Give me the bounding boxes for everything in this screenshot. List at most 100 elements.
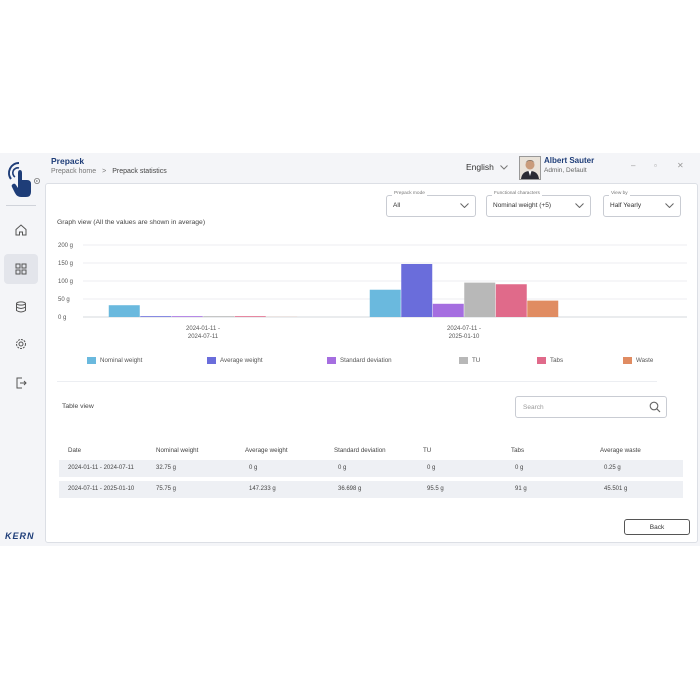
legend-label: Average weight <box>220 356 263 364</box>
search-input[interactable] <box>521 400 645 415</box>
close-icon[interactable]: ✕ <box>677 161 684 170</box>
language-selector[interactable]: English <box>466 162 508 172</box>
settings-gear-icon <box>16 339 26 349</box>
cell-tabs: 91 g <box>515 486 527 492</box>
chevron-right-icon: > <box>102 168 107 175</box>
column-header-date: Date <box>68 447 82 454</box>
legend-label: Nominal weight <box>100 356 143 364</box>
legend-label: Waste <box>636 356 654 364</box>
cell-average-weight: 0 g <box>249 465 258 471</box>
legend-label: Standard deviation <box>340 356 392 364</box>
prepack-mode-dropdown[interactable]: Prepack mode All <box>386 191 476 217</box>
chevron-down-icon <box>575 203 584 208</box>
user-role: Admin, Default <box>544 167 587 174</box>
graph-view-title: Graph view (All the values are shown in … <box>57 219 206 226</box>
cell-date: 2024-07-11 - 2025-01-10 <box>68 486 135 492</box>
functional-characters-dropdown[interactable]: Functional characters Nominal weight (+5… <box>486 191 591 217</box>
section-divider <box>57 381 657 382</box>
statistics-card: Prepack mode All Functional characters N… <box>45 183 698 543</box>
cell-date: 2024-01-11 - 2024-07-11 <box>68 465 134 471</box>
functional-characters-value: Nominal weight (+5) <box>493 202 551 209</box>
x-tick-label: 2025-01-10 <box>449 334 480 340</box>
language-value: English <box>466 162 494 172</box>
back-button[interactable]: Back <box>624 519 690 535</box>
logout-icon <box>16 377 27 389</box>
bar-tu <box>203 316 235 317</box>
table-row[interactable]: 2024-07-11 - 2025-01-10 75.75 g 147.233 … <box>59 481 683 498</box>
column-header-standard-deviation: Standard deviation <box>334 447 386 454</box>
minimize-icon[interactable]: – <box>631 161 636 170</box>
kern-logo: KERN <box>5 531 35 541</box>
bar-tabs <box>234 316 266 317</box>
cell-standard-deviation: 0 g <box>338 465 347 471</box>
legend-item-nominal-weight: Nominal weight <box>87 355 142 365</box>
breadcrumb: Prepack home > Prepack statistics <box>51 168 167 175</box>
legend-item-tu: TU <box>459 355 480 365</box>
legend-label: Tabs <box>550 356 564 364</box>
view-by-dropdown[interactable]: View by Half Yearly <box>603 191 681 217</box>
legend-swatch <box>459 356 468 364</box>
view-by-value: Half Yearly <box>610 202 642 209</box>
sidebar-divider <box>6 205 36 206</box>
legend-item-tabs: Tabs <box>537 355 563 365</box>
breadcrumb-prepack-home[interactable]: Prepack home <box>51 168 97 175</box>
prepack-mode-label: Prepack mode <box>392 191 427 196</box>
sidebar-item-logout[interactable] <box>4 368 38 398</box>
maximize-icon[interactable]: ▫ <box>654 161 657 170</box>
column-header-average-weight: Average weight <box>245 447 288 454</box>
bar-chart: 0 g 50 g 100 g 150 g 200 g 2024-01-11 - 2024-0… <box>58 243 687 340</box>
chevron-down-icon <box>460 203 469 208</box>
view-by-label: View by <box>609 191 630 196</box>
user-name: Albert Sauter <box>544 156 595 165</box>
dashboard-grid-icon <box>15 263 27 275</box>
search-icon[interactable] <box>649 401 661 413</box>
column-header-tu: TU <box>423 447 432 454</box>
legend-swatch <box>327 356 336 364</box>
cell-tabs: 0 g <box>515 465 524 471</box>
chevron-down-icon <box>500 164 508 170</box>
sidebar-item-settings[interactable] <box>4 329 38 359</box>
legend-item-standard-deviation: Standard deviation <box>327 355 392 365</box>
search-box[interactable] <box>515 396 667 418</box>
y-tick-label: 200 g <box>58 243 73 249</box>
top-bar: Prepack Prepack home > Prepack statistic… <box>42 153 700 183</box>
bar-tu <box>464 282 496 317</box>
column-header-nominal-weight: Nominal weight <box>156 447 199 454</box>
bar-average-weight <box>140 316 172 317</box>
bar-average-weight <box>401 263 433 317</box>
cell-average-waste: 45.501 g <box>604 486 628 492</box>
functional-characters-label: Functional characters <box>492 191 542 196</box>
sidebar-item-home[interactable] <box>4 215 38 245</box>
touch-hand-logo-icon <box>6 159 40 199</box>
sidebar-item-database[interactable] <box>4 292 38 322</box>
cell-average-waste: 0.25 g <box>604 465 621 471</box>
bar-standard-deviation <box>171 316 203 317</box>
bar-nominal-weight <box>108 305 140 317</box>
cell-average-weight: 147.233 g <box>249 486 276 492</box>
prepack-mode-value: All <box>393 202 401 209</box>
page-title: Prepack <box>51 156 85 166</box>
avatar[interactable] <box>519 156 541 180</box>
database-icon <box>16 301 26 313</box>
cell-tu: 0 g <box>427 465 436 471</box>
y-tick-label: 100 g <box>58 279 73 285</box>
sidebar-item-dashboard[interactable] <box>4 254 38 284</box>
legend-swatch <box>623 356 632 364</box>
sidebar: KERN <box>0 153 42 546</box>
table-row[interactable]: 2024-01-11 - 2024-07-11 32.75 g 0 g 0 g … <box>59 460 683 477</box>
home-icon <box>15 224 27 236</box>
legend-item-average-weight: Average weight <box>207 355 263 365</box>
x-tick-label: 2024-07-11 <box>188 334 219 340</box>
cell-nominal-weight: 75.75 g <box>156 486 177 492</box>
bar-waste <box>527 300 559 317</box>
legend-swatch <box>87 356 96 364</box>
table-view-title: Table view <box>62 403 94 410</box>
cell-standard-deviation: 36.698 g <box>338 486 362 492</box>
column-header-tabs: Tabs <box>511 447 525 454</box>
legend-swatch <box>537 356 546 364</box>
y-tick-label: 150 g <box>58 261 73 267</box>
x-tick-label: 2024-07-11 - <box>447 326 481 332</box>
bar-nominal-weight <box>369 289 401 317</box>
cell-nominal-weight: 32.75 g <box>156 465 177 471</box>
bar-standard-deviation <box>432 303 464 317</box>
